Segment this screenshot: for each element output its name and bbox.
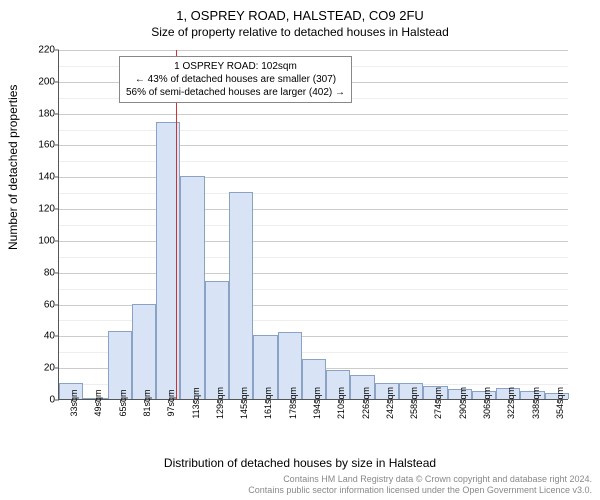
gridline-h-minor: [59, 193, 568, 194]
gridline-h-minor: [59, 161, 568, 162]
ytick-label: 20: [44, 363, 55, 374]
ytick-label: 60: [44, 299, 55, 310]
ytick-label: 120: [38, 204, 55, 215]
titles: 1, OSPREY ROAD, HALSTEAD, CO9 2FU Size o…: [0, 0, 600, 39]
ytick-mark: [55, 113, 59, 114]
ytick-mark: [55, 368, 59, 369]
ytick-label: 160: [38, 140, 55, 151]
ytick-label: 180: [38, 108, 55, 119]
xtick-label: 226sqm: [361, 387, 371, 419]
x-axis-label: Distribution of detached houses by size …: [0, 456, 600, 470]
histogram-bar: [229, 192, 253, 399]
histogram-bar: [180, 176, 204, 399]
ytick-mark: [55, 336, 59, 337]
ytick-mark: [55, 272, 59, 273]
ytick-mark: [55, 177, 59, 178]
ytick-label: 220: [38, 45, 55, 56]
histogram-bar: [205, 281, 229, 399]
gridline-h: [59, 177, 568, 178]
ytick-mark: [55, 240, 59, 241]
xtick-label: 274sqm: [433, 387, 443, 419]
histogram-bar: [132, 304, 156, 399]
xtick-label: 129sqm: [215, 387, 225, 419]
annotation-box: 1 OSPREY ROAD: 102sqm ← 43% of detached …: [119, 56, 352, 103]
ytick-mark: [55, 400, 59, 401]
annotation-line-3: 56% of semi-detached houses are larger (…: [126, 86, 345, 99]
xtick-label: 242sqm: [385, 387, 395, 419]
gridline-h-minor: [59, 225, 568, 226]
xtick-label: 354sqm: [555, 387, 565, 419]
xtick-label: 81sqm: [142, 389, 152, 416]
footer: Contains HM Land Registry data © Crown c…: [8, 474, 592, 496]
gridline-h: [59, 209, 568, 210]
ytick-label: 200: [38, 76, 55, 87]
ytick-mark: [55, 209, 59, 210]
title-line-1: 1, OSPREY ROAD, HALSTEAD, CO9 2FU: [0, 8, 600, 23]
xtick-label: 33sqm: [69, 389, 79, 416]
gridline-h: [59, 241, 568, 242]
ytick-mark: [55, 50, 59, 51]
ytick-label: 100: [38, 235, 55, 246]
xtick-label: 178sqm: [288, 387, 298, 419]
ytick-label: 80: [44, 267, 55, 278]
annotation-line-1: 1 OSPREY ROAD: 102sqm: [126, 60, 345, 73]
xtick-label: 145sqm: [239, 387, 249, 419]
chart-wrapper: 1, OSPREY ROAD, HALSTEAD, CO9 2FU Size o…: [0, 0, 600, 500]
gridline-h: [59, 145, 568, 146]
gridline-h-minor: [59, 289, 568, 290]
gridline-h: [59, 114, 568, 115]
ytick-label: 0: [49, 395, 55, 406]
gridline-h-minor: [59, 257, 568, 258]
ytick-label: 140: [38, 172, 55, 183]
gridline-h-minor: [59, 130, 568, 131]
ytick-mark: [55, 145, 59, 146]
footer-line-1: Contains HM Land Registry data © Crown c…: [8, 474, 592, 485]
plot-area: 1 OSPREY ROAD: 102sqm ← 43% of detached …: [58, 50, 568, 400]
y-axis-label: Number of detached properties: [6, 85, 20, 250]
xtick-label: 322sqm: [506, 387, 516, 419]
ytick-mark: [55, 81, 59, 82]
xtick-label: 161sqm: [263, 387, 273, 419]
footer-line-2: Contains public sector information licen…: [8, 485, 592, 496]
xtick-label: 306sqm: [482, 387, 492, 419]
gridline-h: [59, 273, 568, 274]
ytick-label: 40: [44, 331, 55, 342]
ytick-mark: [55, 304, 59, 305]
title-line-2: Size of property relative to detached ho…: [0, 25, 600, 39]
gridline-h: [59, 50, 568, 51]
xtick-label: 113sqm: [191, 387, 201, 418]
xtick-label: 194sqm: [312, 387, 322, 419]
xtick-label: 258sqm: [409, 387, 419, 419]
xtick-label: 210sqm: [336, 387, 346, 419]
xtick-label: 49sqm: [93, 389, 103, 416]
annotation-line-2: ← 43% of detached houses are smaller (30…: [126, 73, 345, 86]
xtick-label: 97sqm: [166, 389, 176, 416]
xtick-label: 290sqm: [458, 387, 468, 419]
xtick-label: 65sqm: [118, 389, 128, 416]
xtick-label: 338sqm: [531, 387, 541, 419]
